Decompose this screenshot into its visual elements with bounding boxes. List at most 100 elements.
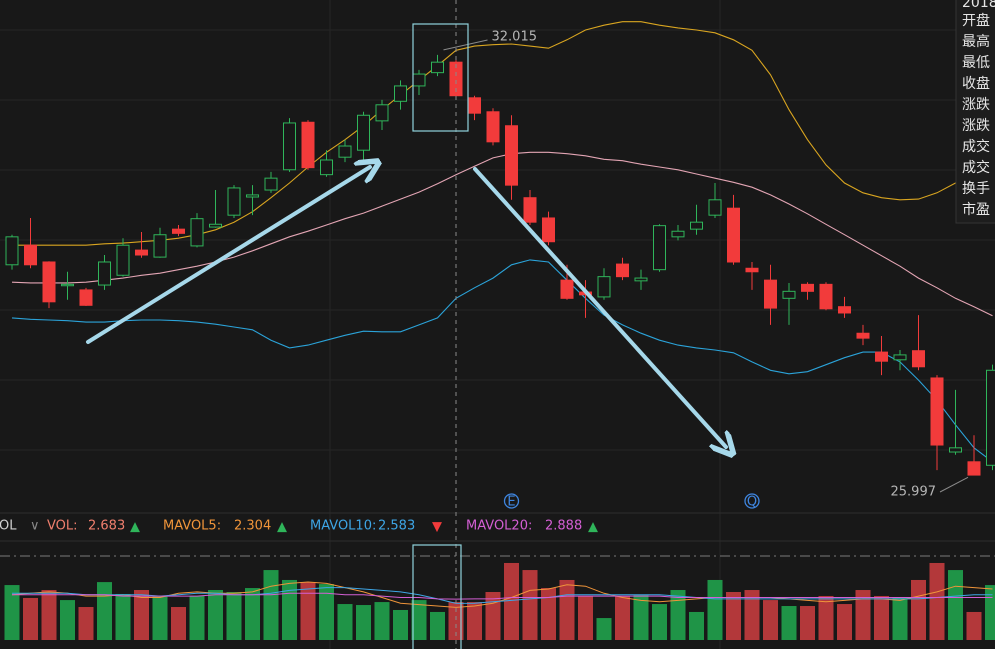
volume-bar [448,602,464,640]
high-annotation: 32.015 [492,30,538,45]
volume-bar [837,604,852,640]
info-label: 涨跌 [962,118,990,134]
volume-bar [152,595,168,640]
candle-body [893,354,907,361]
volume-bar [744,590,760,640]
volume-bar [245,588,260,640]
candle-body [727,207,740,263]
volume-bar [226,592,242,640]
volume-bar [652,604,667,640]
legend-label: MAVOL20: [466,519,532,534]
volume-bar [818,595,834,640]
info-date: 2018 [962,0,995,11]
candle-body [190,218,204,247]
volume-bar [670,590,686,640]
line-series [12,21,975,246]
highlight-box [412,23,469,132]
candle-body [856,332,870,339]
volume-bar [356,605,371,640]
volume-bar [430,611,445,640]
candle-body [431,61,444,74]
candle-body [320,159,333,176]
volume-bar [393,609,408,640]
trend-icon: ▲ [130,520,140,535]
candle-body [264,177,278,191]
trend-icon: ▲ [588,520,598,535]
volume-bar [726,592,741,640]
info-label: 市盈 [962,201,990,218]
volume-bar [966,611,982,640]
event-marker [503,493,520,509]
candle-body [505,125,518,186]
info-label: 换手 [962,180,990,197]
volume-bar [300,582,316,640]
volume-bar [374,602,390,640]
annotation-leader [443,39,488,51]
dropdown-icon[interactable]: ∨ [30,519,40,534]
candle-body [468,97,481,114]
legend-label: MAVOL5: [163,519,221,534]
candle-body [24,244,37,266]
candle-body [967,461,981,476]
volume-bar [134,590,149,640]
candle-body [523,197,537,223]
volume-bar [911,579,926,640]
volume-bar [319,584,334,640]
volume-bar [522,570,538,640]
candle-body [79,289,93,306]
candle-body [394,85,407,102]
candle-body [671,230,685,238]
candle-body [116,244,130,276]
volume-bar [411,600,427,640]
trend-icon: ▼ [432,520,442,535]
candle-body [745,267,759,273]
candle-body [653,225,666,271]
event-label: Q [747,495,757,510]
volume-bar [263,570,279,640]
trend-arrow [473,167,726,447]
candle-body [838,306,851,314]
info-panel [955,0,995,224]
candle-body [5,236,19,266]
candle-body [412,73,426,87]
line-series [12,587,993,604]
volume-bar [615,595,630,640]
candle-body [542,217,555,243]
volume-bar [892,597,908,640]
volume-bar [171,607,186,640]
line-series [11,151,993,317]
legend-value: 2.583 [378,519,415,534]
candle-body [764,279,777,309]
info-label: 最高 [962,33,990,50]
candle-body [801,283,814,292]
candle-body [597,276,611,298]
trend-icon: ▲ [277,520,287,535]
volume-bar [929,562,945,640]
top-layer: OL VOL: 2.683 MAVOL5: 2.304 MAVOL10: 2.583 MAVO… [0,12,990,534]
candle-body [98,261,111,286]
line-series [11,259,993,463]
candle-body [227,187,241,216]
legend-value: 2.683 [88,519,125,534]
volume-bar [97,582,112,640]
info-label: 成交 [962,159,990,176]
candle-body [949,447,962,453]
info-label: 收盘 [962,75,990,92]
info-label: 成交 [962,138,990,155]
volume-bar [855,590,871,640]
legend-value: 2.888 [545,519,582,534]
volume-bar [985,585,995,640]
volume-bar [23,597,38,640]
overlay: ∨ ▲ ▲ ▼ ▲ 2018 [30,0,995,649]
candle-body [634,277,648,282]
legend-label: VOL: [47,519,78,534]
volume-bar [467,602,482,640]
info-label: 最低 [962,55,990,71]
candle-body [375,104,389,122]
low-annotation: 25.997 [891,485,937,500]
volume-bar [60,600,75,640]
line-series [11,581,993,608]
